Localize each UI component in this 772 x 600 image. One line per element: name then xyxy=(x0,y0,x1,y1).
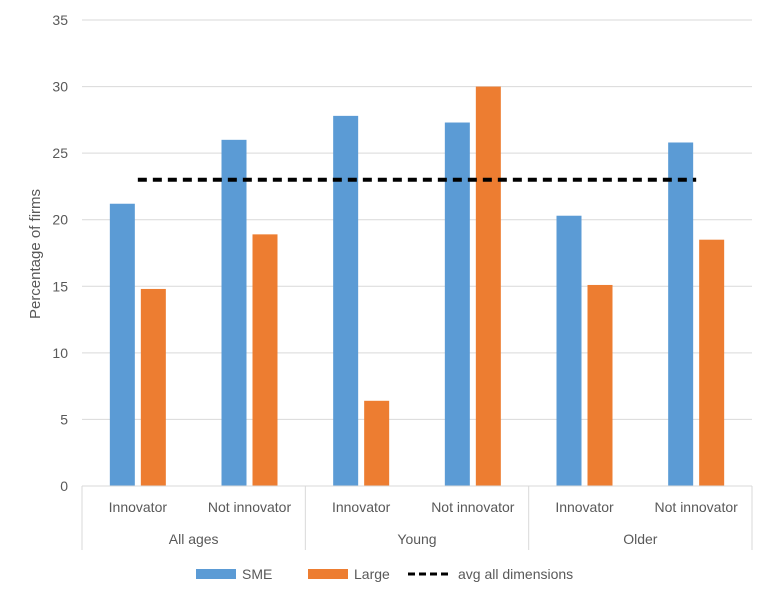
y-tick-label: 5 xyxy=(60,411,68,427)
y-axis-ticks: 0 5 10 15 20 25 30 35 xyxy=(52,12,68,494)
gridlines xyxy=(82,19,752,420)
legend-label: avg all dimensions xyxy=(458,566,573,582)
x-category-label: Not innovator xyxy=(208,499,292,515)
bar-sme xyxy=(444,122,470,487)
y-tick-label: 0 xyxy=(60,478,68,494)
bar-large xyxy=(699,239,725,486)
legend-label: Large xyxy=(354,566,390,582)
y-tick-label: 15 xyxy=(52,278,68,294)
x-category-label: Not innovator xyxy=(655,499,739,515)
bar-sme xyxy=(109,203,135,487)
x-group-label: Older xyxy=(623,531,658,547)
x-category-label: Not innovator xyxy=(431,499,515,515)
legend-swatch xyxy=(196,569,236,579)
x-category-label: Innovator xyxy=(555,499,614,515)
bar-large xyxy=(475,86,501,487)
y-tick-label: 35 xyxy=(52,12,68,28)
x-category-label: Innovator xyxy=(332,499,391,515)
bar-sme xyxy=(221,139,247,487)
legend-swatch xyxy=(308,569,348,579)
y-tick-label: 10 xyxy=(52,345,68,361)
bar-large xyxy=(140,288,166,486)
bar-large xyxy=(587,284,613,486)
bar-sme xyxy=(333,115,359,486)
bars xyxy=(109,86,725,487)
bar-sme xyxy=(668,142,694,486)
x-group-label: All ages xyxy=(169,531,219,547)
y-tick-label: 30 xyxy=(52,79,68,95)
bar-sme xyxy=(556,215,582,486)
x-group-label: Young xyxy=(397,531,436,547)
y-axis-title: Percentage of firms xyxy=(27,189,44,319)
legend: SME Large avg all dimensions xyxy=(196,566,573,582)
x-category-label: Innovator xyxy=(109,499,168,515)
y-tick-label: 20 xyxy=(52,212,68,228)
bar-large xyxy=(364,400,390,486)
y-tick-label: 25 xyxy=(52,145,68,161)
legend-label: SME xyxy=(242,566,272,582)
bar-large xyxy=(252,234,278,486)
